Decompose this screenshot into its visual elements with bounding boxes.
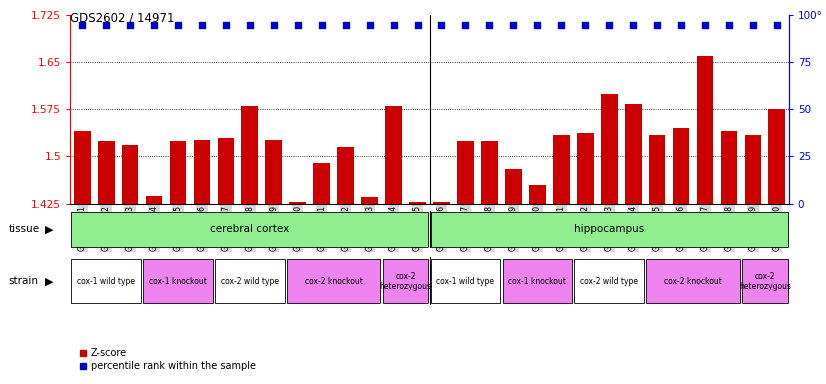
- Bar: [74, 131, 91, 204]
- Bar: [97, 141, 115, 204]
- Bar: [409, 202, 426, 204]
- Text: GDS2602 / 14971: GDS2602 / 14971: [70, 12, 175, 25]
- Bar: [121, 145, 139, 204]
- Bar: [624, 104, 642, 204]
- Bar: [553, 134, 570, 204]
- Bar: [646, 259, 740, 303]
- Bar: [502, 259, 572, 303]
- Bar: [648, 134, 666, 204]
- Text: cox-1 wild type: cox-1 wild type: [77, 277, 135, 286]
- Text: cox-1 knockout: cox-1 knockout: [508, 277, 567, 286]
- Bar: [287, 259, 381, 303]
- Bar: [742, 259, 788, 303]
- Bar: [577, 132, 594, 204]
- Bar: [529, 185, 546, 204]
- Bar: [505, 169, 522, 204]
- Bar: [71, 259, 141, 303]
- Bar: [71, 212, 429, 247]
- Text: cox-2 knockout: cox-2 knockout: [664, 277, 722, 286]
- Bar: [672, 128, 690, 204]
- Legend: Z-score, percentile rank within the sample: Z-score, percentile rank within the samp…: [75, 344, 259, 375]
- Text: cox-2 wild type: cox-2 wild type: [221, 277, 279, 286]
- Bar: [337, 147, 354, 204]
- Bar: [430, 259, 501, 303]
- Bar: [169, 141, 187, 204]
- Bar: [481, 141, 498, 204]
- Bar: [145, 196, 163, 204]
- Bar: [433, 202, 450, 204]
- Text: hippocampus: hippocampus: [574, 224, 644, 235]
- Bar: [696, 56, 714, 204]
- Text: strain: strain: [8, 276, 38, 286]
- Bar: [720, 131, 738, 204]
- Bar: [193, 139, 211, 204]
- Bar: [289, 202, 306, 204]
- Bar: [265, 139, 282, 204]
- Text: cox-1 wild type: cox-1 wild type: [436, 277, 495, 286]
- Text: cox-2
heterozygous: cox-2 heterozygous: [380, 271, 431, 291]
- Bar: [382, 259, 429, 303]
- Text: cox-2 wild type: cox-2 wild type: [580, 277, 638, 286]
- Bar: [574, 259, 644, 303]
- Text: cerebral cortex: cerebral cortex: [211, 224, 289, 235]
- Bar: [217, 138, 235, 204]
- Bar: [215, 259, 285, 303]
- Bar: [768, 109, 786, 204]
- Text: cox-2 knockout: cox-2 knockout: [305, 277, 363, 286]
- Text: cox-2
heterozygous: cox-2 heterozygous: [739, 271, 790, 291]
- Bar: [241, 106, 259, 204]
- Bar: [313, 163, 330, 204]
- Bar: [430, 212, 788, 247]
- Bar: [744, 134, 762, 204]
- Text: ▶: ▶: [45, 276, 54, 286]
- Text: cox-1 knockout: cox-1 knockout: [149, 277, 207, 286]
- Text: ▶: ▶: [45, 224, 54, 235]
- Text: tissue: tissue: [8, 224, 40, 235]
- Bar: [361, 197, 378, 204]
- Bar: [385, 106, 402, 204]
- Bar: [143, 259, 213, 303]
- Bar: [457, 141, 474, 204]
- Bar: [601, 94, 618, 204]
